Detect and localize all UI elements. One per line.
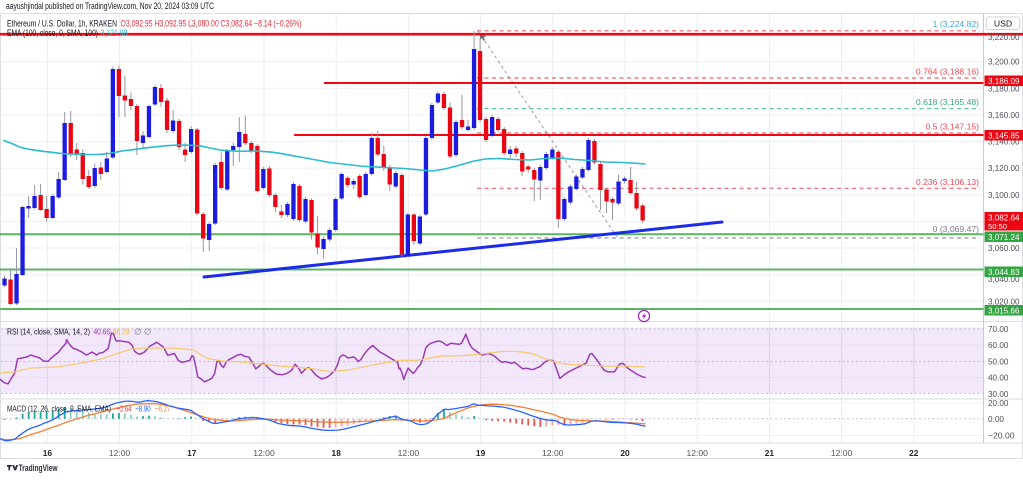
svg-text:RSI (14, close, SMA, 14, 2): RSI (14, close, SMA, 14, 2) [7,327,90,337]
svg-text:0.00: 0.00 [988,414,1004,424]
svg-text:17: 17 [187,448,197,458]
svg-text:0.618 (3,165.48): 0.618 (3,165.48) [916,97,979,107]
svg-text:12:00: 12:00 [831,448,853,458]
svg-text:−8.90: −8.90 [135,403,151,413]
svg-text:3,200.00: 3,200.00 [988,57,1020,67]
svg-text:3,100.00: 3,100.00 [988,190,1020,200]
svg-text:EMA (100, close, 0, SMA, 100): EMA (100, close, 0, SMA, 100) [7,28,98,38]
svg-text:19: 19 [476,448,486,458]
svg-text:−6.27: −6.27 [155,403,171,413]
svg-text:0.236 (3,106.13): 0.236 (3,106.13) [916,177,979,187]
svg-text:12:00: 12:00 [398,448,420,458]
svg-text:3,060.00: 3,060.00 [988,243,1020,253]
svg-text:3,186.09: 3,186.09 [988,76,1020,86]
svg-text:70.00: 70.00 [988,324,1009,334]
svg-text:3,220.00: 3,220.00 [988,32,1020,42]
svg-text:12:00: 12:00 [109,448,131,458]
svg-text:50.00: 50.00 [988,356,1009,366]
svg-text:O3,092.95 H3,092.95 L3,080.0: O3,092.95 H3,092.95 L3,080.00 C3,082.64 … [121,18,302,28]
svg-text:3,121.98: 3,121.98 [101,28,128,38]
svg-text:20: 20 [620,448,630,458]
svg-text:USD: USD [994,18,1012,28]
svg-text:40.66: 40.66 [94,327,111,337]
svg-text:0.5 (3,147.15): 0.5 (3,147.15) [925,122,979,132]
svg-text:21: 21 [765,448,775,458]
svg-text:18: 18 [332,448,342,458]
svg-text:3,160.00: 3,160.00 [988,110,1020,120]
svg-text:0 (3,069.47): 0 (3,069.47) [933,224,979,234]
svg-text:3,145.85: 3,145.85 [988,130,1020,140]
svg-text:12:00: 12:00 [686,448,708,458]
svg-text:3,120.00: 3,120.00 [988,163,1020,173]
svg-text:46.28: 46.28 [113,327,130,337]
svg-text:TradingView: TradingView [19,463,58,473]
svg-text:3,071.24: 3,071.24 [988,232,1020,242]
svg-text:Ethereum / U.S. Dollar, 1h, KR: Ethereum / U.S. Dollar, 1h, KRAKEN [7,18,117,28]
svg-text:16: 16 [43,448,53,458]
svg-text:3,082.64: 3,082.64 [988,212,1020,222]
svg-text:−20.00: −20.00 [988,431,1015,441]
svg-text:MACD (12, 26, close, 9, EMA, E: MACD (12, 26, close, 9, EMA, EMA) [7,403,111,413]
svg-text:−2.64: −2.64 [117,403,132,413]
svg-text:12:00: 12:00 [253,448,275,458]
svg-text:12:00: 12:00 [542,448,564,458]
svg-text:aayushjindal published on Trad: aayushjindal published on TradingView.co… [6,1,214,11]
svg-text:22: 22 [909,448,919,458]
svg-text:50:50: 50:50 [988,222,1007,231]
svg-text:60.00: 60.00 [988,340,1009,350]
svg-text:0.764 (3,188.16): 0.764 (3,188.16) [916,67,979,77]
svg-text:3,015.66: 3,015.66 [988,305,1020,315]
svg-text:1 (3,224.82): 1 (3,224.82) [933,19,979,29]
svg-text:∅ ∅: ∅ ∅ [134,327,152,337]
svg-text:3,044.83: 3,044.83 [988,267,1020,277]
svg-text:40.00: 40.00 [988,373,1009,383]
svg-text:20.00: 20.00 [988,398,1009,408]
